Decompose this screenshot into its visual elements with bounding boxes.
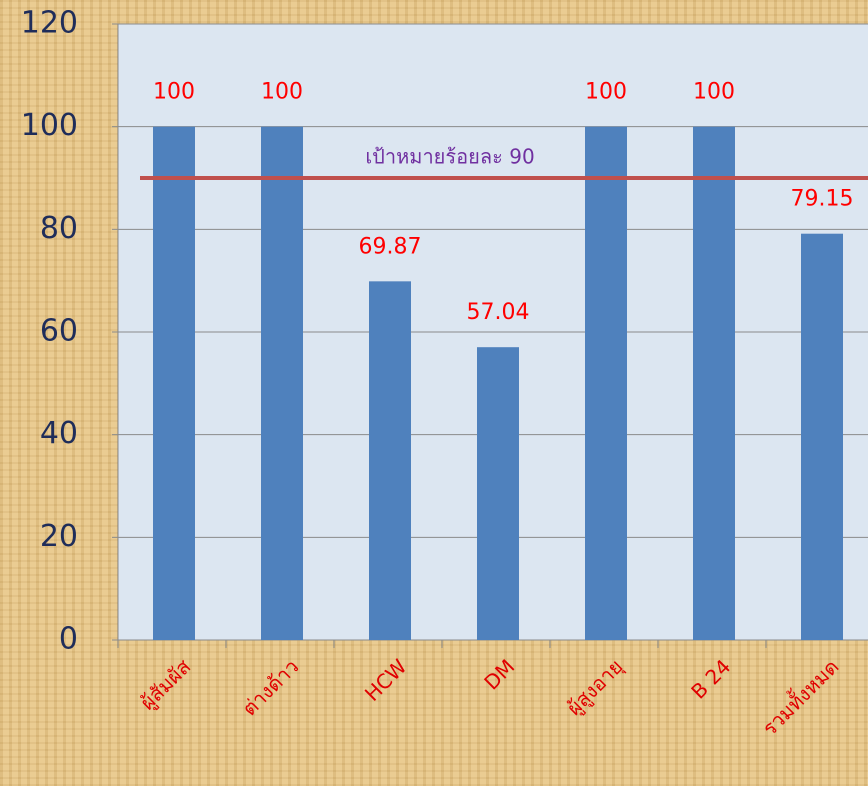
x-tick-label: ผู้สัมผัส <box>135 654 196 715</box>
data-label: 100 <box>693 80 735 105</box>
bar <box>369 281 411 640</box>
data-label: 100 <box>585 80 627 105</box>
data-label: 69.87 <box>359 234 422 259</box>
bar <box>585 126 627 640</box>
y-tick-label: 60 <box>40 314 78 349</box>
x-tick-label: รวมทั้งหมด <box>756 653 843 740</box>
y-tick-label: 0 <box>59 622 78 657</box>
y-tick-label: 80 <box>40 211 78 246</box>
bar <box>801 233 843 641</box>
data-label: 100 <box>261 80 303 105</box>
x-tick-label: ต่างด้าว <box>237 654 303 720</box>
y-tick-label: 40 <box>40 416 78 451</box>
y-tick-label: 100 <box>21 108 78 143</box>
y-tick-label: 20 <box>40 519 78 554</box>
target-label: เป้าหมายร้อยละ 90 <box>365 145 534 169</box>
y-tick-label: 120 <box>21 6 78 41</box>
data-label: 57.04 <box>467 300 530 325</box>
data-label: 79.15 <box>791 187 854 212</box>
x-tick-label: DM <box>479 654 519 694</box>
bar <box>261 126 303 640</box>
bar <box>477 347 519 640</box>
bar <box>693 126 735 640</box>
x-tick-label: B 24 <box>686 654 735 703</box>
data-label: 100 <box>153 80 195 105</box>
bar <box>153 126 195 640</box>
x-tick-label: HCW <box>360 654 412 706</box>
x-tick-label: ผู้สูงอายุ <box>562 654 628 720</box>
